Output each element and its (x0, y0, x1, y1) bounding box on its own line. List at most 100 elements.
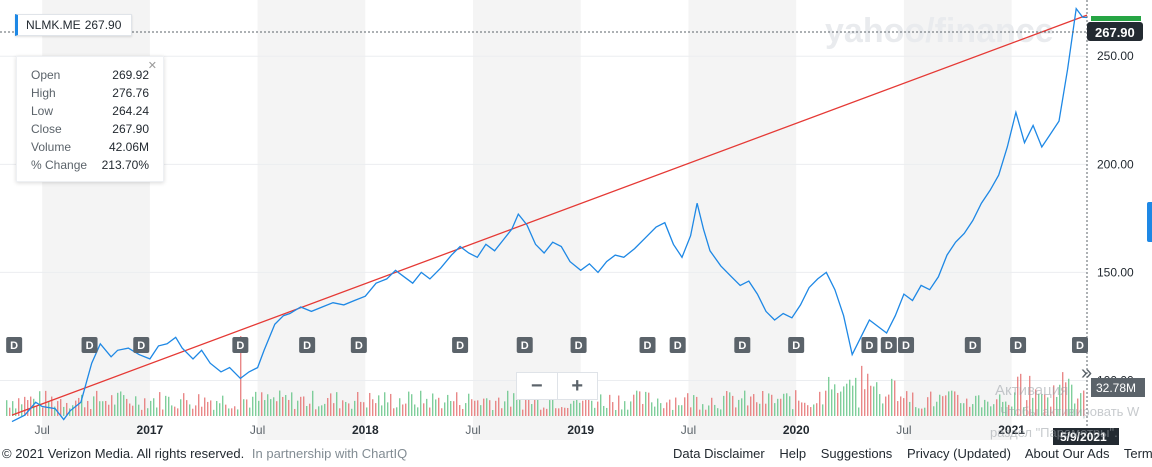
volume-bar (474, 400, 476, 416)
volume-bar (537, 396, 539, 416)
volume-bar (594, 407, 596, 416)
dividend-marker-label: D (236, 340, 244, 352)
volume-bar (756, 402, 758, 416)
footer-link-suggestions[interactable]: Suggestions (820, 446, 893, 461)
dividend-marker-box (299, 337, 316, 353)
volume-bar (1047, 397, 1049, 416)
volume-bar (771, 394, 773, 416)
volume-bar (786, 393, 788, 416)
volume-bar (72, 405, 74, 416)
volume-bar (414, 404, 416, 416)
volume-bar (600, 394, 602, 416)
dividend-marker[interactable]: D (133, 337, 150, 353)
volume-bar (582, 400, 584, 416)
symbol-legend[interactable]: NLMK.ME 267.90 (15, 14, 133, 36)
partner-link[interactable]: In partnership with ChartIQ (251, 446, 408, 461)
volume-bar (1065, 382, 1067, 416)
volume-bar (351, 408, 353, 416)
dividend-marker-label: D (355, 340, 363, 352)
dividend-marker[interactable]: D (861, 337, 878, 353)
volume-bar (303, 396, 305, 416)
volume-bar (63, 406, 65, 416)
dividend-marker[interactable]: D (964, 337, 981, 353)
volume-bar (915, 407, 917, 416)
volume-bar (603, 405, 605, 416)
dividend-marker[interactable]: D (788, 337, 805, 353)
volume-bar (405, 403, 407, 416)
volume-bar (501, 408, 503, 416)
dividend-marker[interactable]: D (880, 337, 897, 353)
dividend-marker[interactable]: D (516, 337, 533, 353)
volume-bar (366, 407, 368, 416)
dividend-marker[interactable]: D (81, 337, 98, 353)
dividend-marker[interactable]: D (898, 337, 915, 353)
volume-bar (522, 409, 524, 416)
volume-bar (570, 403, 572, 416)
dividend-marker[interactable]: D (299, 337, 316, 353)
volume-bar (444, 402, 446, 416)
footer-link-disclaimer[interactable]: Data Disclaimer (673, 446, 765, 461)
volume-bar (387, 402, 389, 416)
dividend-marker[interactable]: D (1072, 337, 1088, 353)
footer-link-privacy[interactable]: Privacy (Updated) (906, 446, 1011, 461)
volume-bar (924, 407, 926, 416)
footer-link-ads[interactable]: About Our Ads (1024, 446, 1110, 461)
zoom-out-button[interactable]: − (517, 373, 558, 399)
volume-bar (753, 394, 755, 416)
volume-bar (936, 401, 938, 416)
volume-bar (510, 406, 512, 416)
side-panel-tab[interactable] (1147, 202, 1152, 242)
zoom-in-button[interactable]: + (571, 375, 584, 397)
volume-bar (798, 400, 800, 416)
volume-bar (336, 392, 338, 416)
footer-link-terms[interactable]: Terms (Upd (1123, 446, 1152, 461)
dividend-marker[interactable]: D (232, 337, 249, 353)
dividend-marker[interactable]: D (570, 337, 587, 353)
volume-bar (612, 402, 614, 416)
volume-bar (507, 390, 509, 416)
volume-bar (207, 401, 209, 416)
volume-bar (744, 390, 746, 416)
volume-bar (99, 401, 101, 416)
volume-bar (213, 409, 215, 416)
tooltip-row-close: Close 267.90 (31, 122, 149, 136)
expand-icon[interactable]: » (1081, 362, 1093, 384)
dividend-marker[interactable]: D (669, 337, 686, 353)
volume-bar (780, 398, 782, 416)
volume-bar (930, 391, 932, 416)
volume-bar (921, 408, 923, 416)
volume-bar (1083, 390, 1085, 416)
volume-bar (549, 400, 551, 416)
volume-bar (981, 407, 983, 416)
volume-bar (471, 399, 473, 416)
volume-bar (624, 401, 626, 416)
volume-bar (837, 392, 839, 416)
dividend-marker[interactable]: D (639, 337, 656, 353)
volume-bar (735, 407, 737, 416)
background-shading (42, 0, 1012, 440)
price-series-line (11, 6, 1088, 423)
volume-bar (498, 397, 500, 416)
close-icon[interactable]: ✕ (147, 60, 157, 72)
volume-bar (627, 409, 629, 416)
dividend-marker-label: D (865, 340, 873, 352)
volume-bar (156, 407, 158, 416)
x-tick-label: Jul (681, 423, 696, 437)
dividend-marker[interactable]: D (452, 337, 469, 353)
volume-bar (201, 406, 203, 416)
volume-bar (534, 398, 536, 416)
footer-link-help[interactable]: Help (779, 446, 807, 461)
volume-bar (768, 393, 770, 416)
volume-bar (609, 394, 611, 416)
volume-bar (420, 390, 422, 416)
dividend-marker[interactable]: D (6, 337, 23, 353)
volume-bar (984, 399, 986, 416)
dividend-marker[interactable]: D (350, 337, 367, 353)
dividend-marker[interactable]: D (734, 337, 751, 353)
volume-bar (720, 409, 722, 416)
dividend-marker[interactable]: D (1010, 337, 1027, 353)
volume-bar (954, 391, 956, 416)
volume-bar (189, 404, 191, 416)
